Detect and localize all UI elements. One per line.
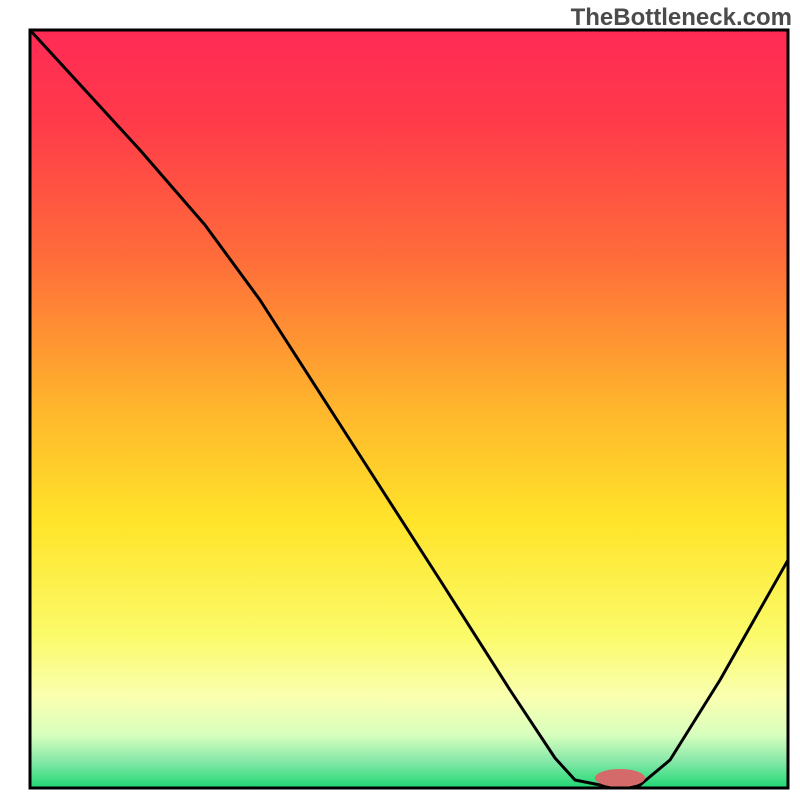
optimal-marker: [595, 769, 645, 787]
plot-background: [30, 30, 788, 788]
bottleneck-chart: [0, 0, 800, 800]
chart-container: TheBottleneck.com: [0, 0, 800, 800]
